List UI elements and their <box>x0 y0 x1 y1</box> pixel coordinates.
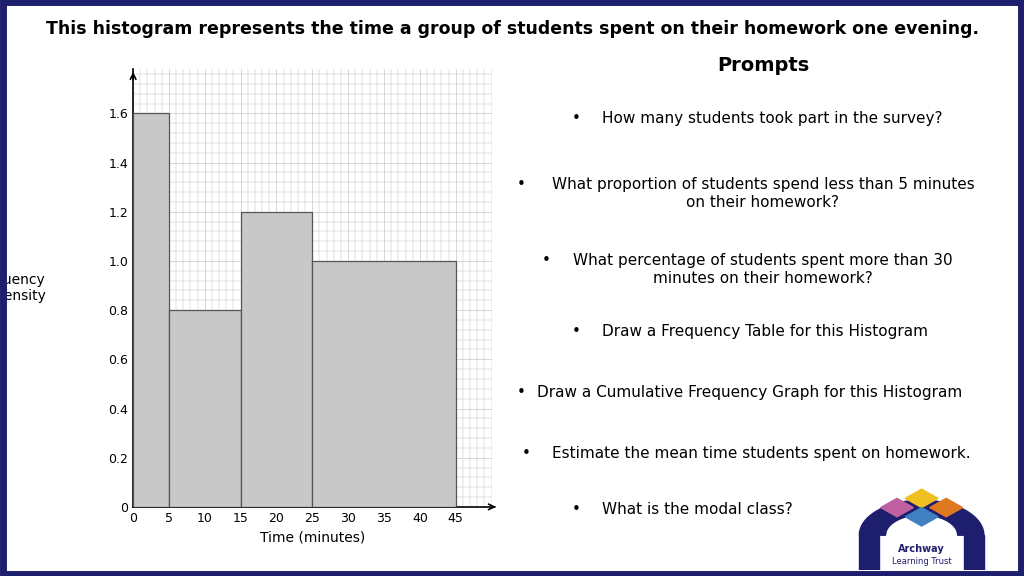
Text: •: • <box>522 446 530 461</box>
Text: Prompts: Prompts <box>717 55 809 74</box>
Bar <box>241 212 312 507</box>
X-axis label: Time (minutes): Time (minutes) <box>260 530 365 544</box>
Text: What is the modal class?: What is the modal class? <box>602 502 793 517</box>
Text: •: • <box>542 253 551 268</box>
Polygon shape <box>905 507 938 526</box>
Text: How many students took part in the survey?: How many students took part in the surve… <box>602 111 943 126</box>
Bar <box>169 310 241 507</box>
Polygon shape <box>859 500 984 535</box>
Text: •: • <box>572 111 581 126</box>
Polygon shape <box>965 535 984 570</box>
Text: What percentage of students spent more than 30
minutes on their homework?: What percentage of students spent more t… <box>573 253 952 286</box>
Text: This histogram represents the time a group of students spent on their homework o: This histogram represents the time a gro… <box>45 20 979 38</box>
Polygon shape <box>859 535 879 570</box>
Polygon shape <box>881 498 913 517</box>
Y-axis label: Frequency
density: Frequency density <box>0 273 46 303</box>
Bar <box>312 261 456 507</box>
Text: •: • <box>572 502 581 517</box>
Text: •: • <box>517 177 526 192</box>
Text: Draw a Cumulative Frequency Graph for this Histogram: Draw a Cumulative Frequency Graph for th… <box>537 385 963 400</box>
Polygon shape <box>905 489 938 507</box>
Bar <box>133 113 169 507</box>
Text: Draw a Frequency Table for this Histogram: Draw a Frequency Table for this Histogra… <box>602 324 929 339</box>
Text: Archway: Archway <box>898 544 945 555</box>
Text: •: • <box>572 324 581 339</box>
Text: What proportion of students spend less than 5 minutes
on their homework?: What proportion of students spend less t… <box>552 177 974 210</box>
Text: •: • <box>517 385 526 400</box>
Text: Estimate the mean time students spent on homework.: Estimate the mean time students spent on… <box>552 446 971 461</box>
Text: Learning Trust: Learning Trust <box>892 558 951 566</box>
Polygon shape <box>930 498 963 517</box>
